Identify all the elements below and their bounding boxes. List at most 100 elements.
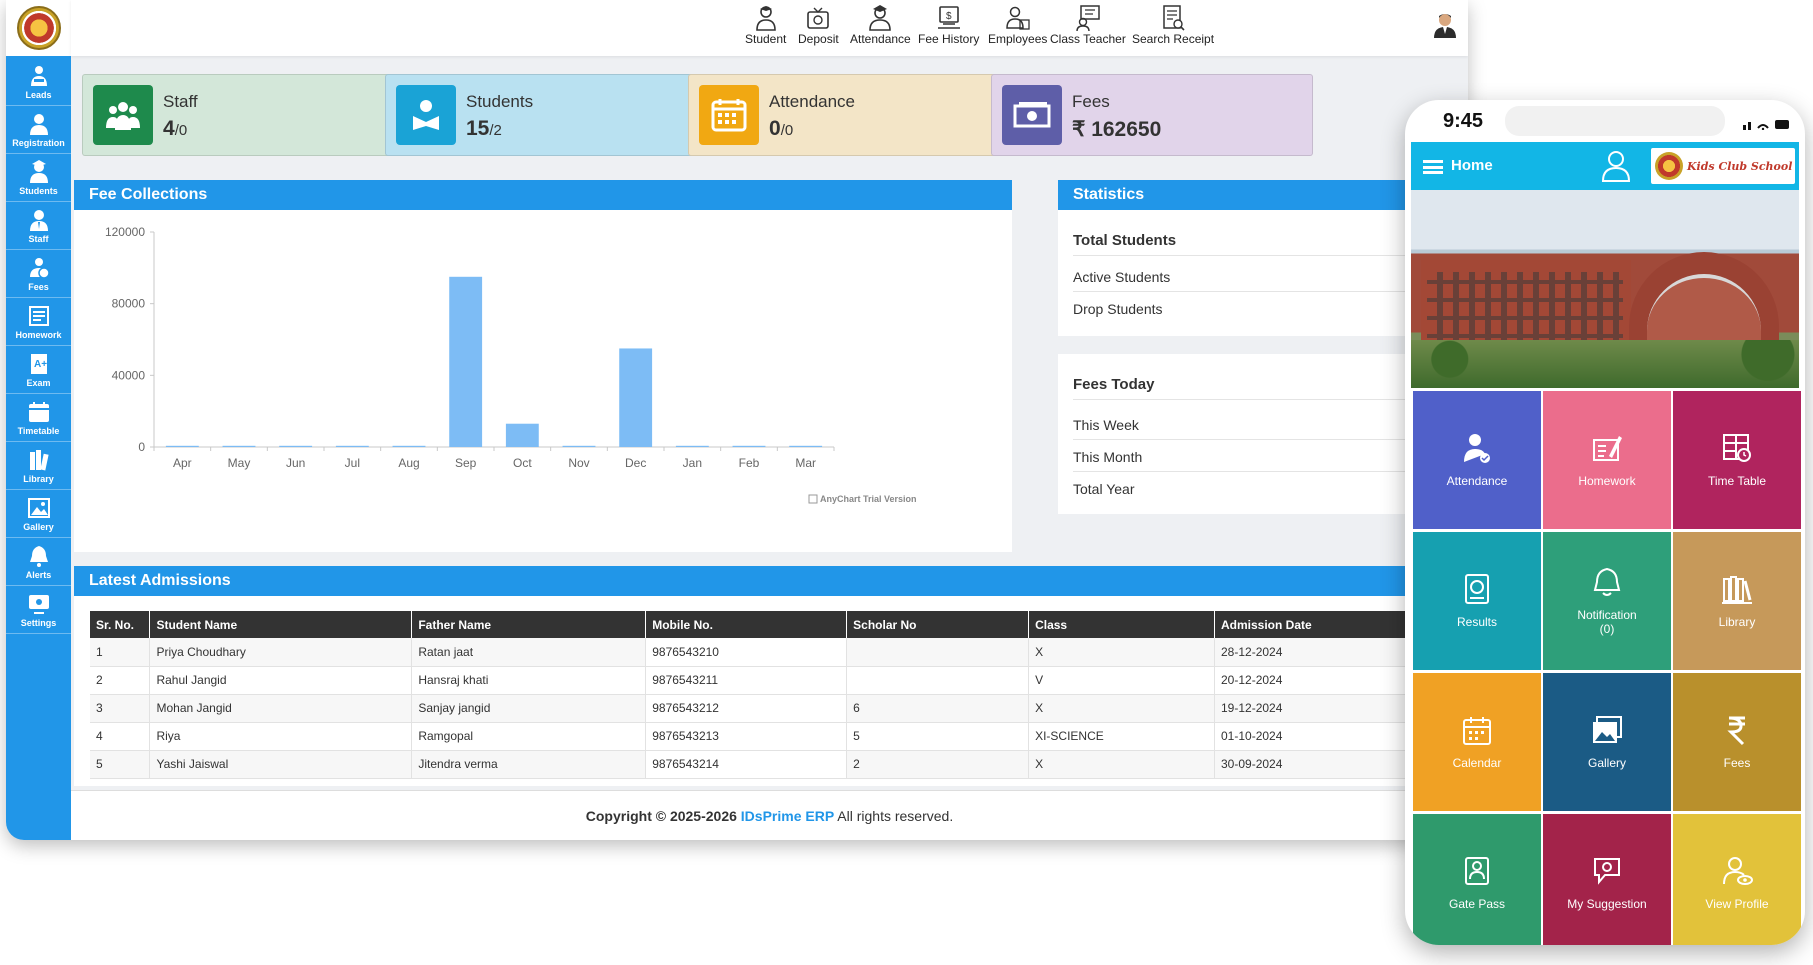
table-cell: Riya — [149, 722, 413, 751]
sidebar-item-staff[interactable]: Staff — [6, 202, 71, 250]
sidebar-item-timetable[interactable]: Timetable — [6, 394, 71, 442]
suggestion-icon — [1594, 858, 1620, 885]
top-fee-history-button[interactable]: $ Fee History — [918, 4, 979, 46]
column-header[interactable]: Class — [1028, 611, 1215, 638]
tile-notification[interactable]: Notification (0) — [1543, 532, 1671, 670]
attendance-card-icon — [699, 85, 759, 145]
tile-fees[interactable]: Fees — [1673, 673, 1801, 811]
table-cell: 20-12-2024 — [1214, 666, 1406, 695]
staff-card-label: Staff — [163, 92, 198, 111]
table-row[interactable]: 2 Rahul Jangid Hansraj khati 9876543211 V 20-… — [90, 666, 1406, 695]
tile-time-table[interactable]: Time Table — [1673, 391, 1801, 529]
column-header[interactable]: Scholar No — [846, 611, 1030, 638]
tile-view-profile[interactable]: View Profile — [1673, 814, 1801, 945]
active-students-label: Active Students — [1073, 269, 1468, 292]
table-cell: 28-12-2024 — [1214, 638, 1406, 667]
top-student-button[interactable]: Student — [745, 4, 786, 46]
tile-attendance[interactable]: Attendance — [1413, 391, 1541, 529]
table-cell: 2 — [90, 666, 151, 695]
sidebar-item-students[interactable]: Students — [6, 154, 71, 202]
homework-icon — [28, 305, 49, 326]
tile-gallery[interactable]: Gallery — [1543, 673, 1671, 811]
top-attendance-button[interactable]: Attendance — [850, 4, 911, 46]
table-cell: Sanjay jangid — [411, 694, 647, 723]
table-cell: 9876543210 — [645, 638, 848, 667]
brand-emblem-icon — [1655, 152, 1683, 180]
chart-bar — [335, 445, 369, 447]
sidebar-item-leads[interactable]: Leads — [6, 58, 71, 106]
tile-results[interactable]: Results — [1413, 532, 1541, 670]
table-row[interactable]: 3 Mohan Jangid Sanjay jangid 9876543212 6 X 19… — [90, 694, 1406, 723]
column-header[interactable]: Mobile No. — [645, 611, 848, 638]
sidebar-item-registration[interactable]: Registration — [6, 106, 71, 154]
attendance-card-value: 0/0 — [769, 117, 794, 140]
table-cell: 2 — [846, 750, 1030, 779]
table-cell: Rahul Jangid — [149, 666, 413, 695]
hamburger-menu-icon[interactable] — [1423, 160, 1443, 174]
column-header[interactable]: Father Name — [411, 611, 647, 638]
chart-bar — [619, 348, 653, 447]
table-cell: 6 — [846, 694, 1030, 723]
sidebar-item-homework[interactable]: Homework — [6, 298, 71, 346]
this-week-label: This Week — [1073, 417, 1468, 440]
table-row[interactable]: 1 Priya Choudhary Ratan jaat 9876543210 X 28-… — [90, 638, 1406, 667]
table-cell: X — [1028, 694, 1215, 723]
tile-homework[interactable]: Homework — [1543, 391, 1671, 529]
home-link[interactable]: Home — [1451, 157, 1493, 174]
deposit-icon — [807, 7, 830, 29]
table-cell: Ramgopal — [411, 722, 647, 751]
sidebar-item-exam[interactable]: A+ Exam — [6, 346, 71, 394]
top-deposit-button[interactable]: Deposit — [798, 4, 839, 46]
table-row[interactable]: 5 Yashi Jaiswal Jitendra verma 9876543214 2 X… — [90, 750, 1406, 779]
sidebar-item-fees[interactable]: Fees — [6, 250, 71, 298]
sidebar-item-library[interactable]: Library — [6, 442, 71, 490]
table-cell: Hansraj khati — [411, 666, 647, 695]
footer-brand-link[interactable]: IDsPrime ERP — [740, 808, 835, 824]
top-search-receipt-button[interactable]: Search Receipt — [1132, 4, 1214, 46]
table-cell: X — [1028, 750, 1215, 779]
top-employees-button[interactable]: Employees — [988, 4, 1047, 46]
tile-library[interactable]: Library — [1673, 532, 1801, 670]
column-header[interactable]: Admission Date — [1214, 611, 1406, 638]
footer: Copyright © 2025-2026 IDsPrime ERP All r… — [71, 790, 1468, 840]
chart-x-tick-label: Jan — [683, 456, 702, 470]
chart-y-tick-label: 0 — [138, 440, 145, 454]
sidebar-item-gallery[interactable]: Gallery — [6, 490, 71, 538]
attendance-icon — [1464, 434, 1490, 463]
table-cell: 01-10-2024 — [1214, 722, 1406, 751]
top-class-teacher-button[interactable]: Class Teacher — [1050, 4, 1126, 46]
table-row[interactable]: 4 Riya Ramgopal 9876543213 5 XI-SCIENCE 01-10-… — [90, 722, 1406, 751]
fees-summary-card[interactable]: Fees ₹ 162650 — [991, 74, 1313, 156]
settings-icon — [28, 594, 49, 614]
table-cell: 5 — [846, 722, 1030, 751]
staff-summary-card[interactable]: Staff 4/0 — [82, 74, 404, 156]
profile-icon[interactable] — [1601, 149, 1631, 183]
sidebar-item-settings[interactable]: Settings — [6, 586, 71, 634]
chart-x-tick-label: May — [228, 456, 251, 470]
chart-bar — [222, 445, 256, 447]
user-avatar-icon[interactable] — [1433, 12, 1457, 38]
column-header[interactable]: Student Name — [149, 611, 413, 638]
homework-icon — [1593, 436, 1622, 461]
column-header[interactable]: Sr. No. — [90, 611, 151, 638]
tile-gate-pass[interactable]: Gate Pass — [1413, 814, 1541, 945]
drop-students-label: Drop Students — [1073, 301, 1163, 317]
table-cell: 30-09-2024 — [1214, 750, 1406, 779]
school-logo[interactable] — [6, 0, 71, 56]
table-cell — [846, 666, 1030, 695]
chart-bar — [675, 445, 709, 447]
tile-my-suggestion[interactable]: My Suggestion — [1543, 814, 1671, 945]
sidebar-item-alerts[interactable]: Alerts — [6, 538, 71, 586]
attendance-summary-card[interactable]: Attendance 0/0 — [688, 74, 1010, 156]
students-summary-card[interactable]: Students 15/2 — [385, 74, 707, 156]
chart-bar — [562, 445, 596, 447]
chart-watermark: AnyChart Trial Version — [820, 494, 917, 504]
chart-y-tick-label: 80000 — [112, 297, 146, 311]
staff-card-value: 4/0 — [163, 117, 188, 140]
sidebar: Leads Registration Students Staff Fees Homewo… — [6, 0, 71, 840]
watermark-icon — [808, 494, 818, 504]
exam-icon: A+ — [30, 353, 47, 374]
table-cell: Ratan jaat — [411, 638, 647, 667]
tile-calendar[interactable]: Calendar — [1413, 673, 1541, 811]
admissions-table: Sr. No. Student Name Father Name Mobile No.… — [90, 611, 1406, 779]
